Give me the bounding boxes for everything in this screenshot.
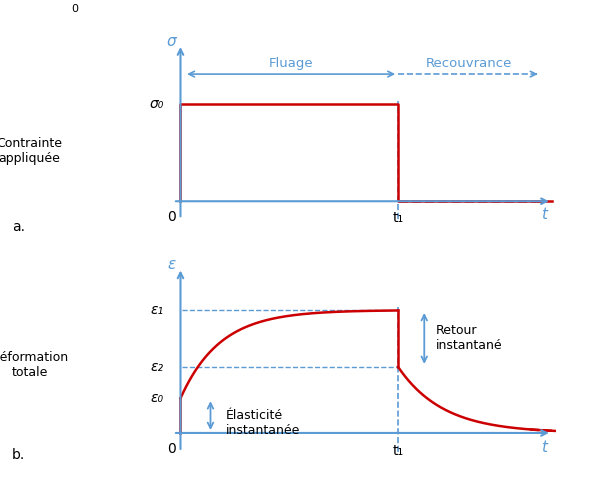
Text: ε₁: ε₁ xyxy=(151,303,164,317)
Text: t₁: t₁ xyxy=(392,211,404,225)
Text: t: t xyxy=(541,440,547,455)
Text: 0: 0 xyxy=(167,442,176,456)
Text: t: t xyxy=(541,207,547,222)
Text: ε₂: ε₂ xyxy=(151,360,164,374)
Text: Fluage: Fluage xyxy=(269,57,313,69)
Text: σ: σ xyxy=(166,34,176,49)
Text: Contrainte
appliquée: Contrainte appliquée xyxy=(0,137,63,165)
Text: σ₀: σ₀ xyxy=(150,97,164,111)
Text: Retour
instantané: Retour instantané xyxy=(436,324,502,353)
Text: b.: b. xyxy=(12,448,25,462)
Text: t₁: t₁ xyxy=(392,444,404,458)
Text: a.: a. xyxy=(12,220,25,234)
Text: ε₀: ε₀ xyxy=(151,391,164,405)
Text: Élasticité
instantanée: Élasticité instantanée xyxy=(226,409,300,436)
Text: Déformation
totale: Déformation totale xyxy=(0,351,69,378)
Text: 0: 0 xyxy=(71,4,78,14)
Text: 0: 0 xyxy=(167,210,176,224)
Text: Recouvrance: Recouvrance xyxy=(426,57,512,69)
Text: ε: ε xyxy=(167,257,175,272)
